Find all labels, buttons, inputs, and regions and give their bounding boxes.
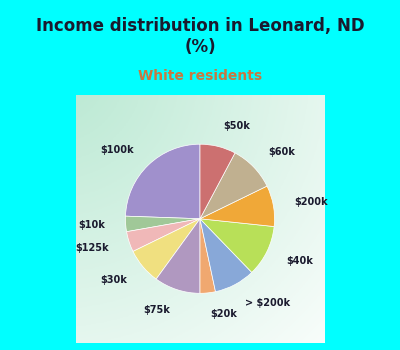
Text: Income distribution in Leonard, ND
(%): Income distribution in Leonard, ND (%) [36, 17, 364, 56]
Text: $125k: $125k [76, 243, 109, 253]
Text: $30k: $30k [100, 275, 127, 285]
Text: $200k: $200k [294, 197, 328, 207]
Wedge shape [200, 219, 216, 293]
Text: $50k: $50k [223, 121, 250, 131]
Wedge shape [200, 144, 235, 219]
Text: > $200k: > $200k [245, 298, 290, 308]
Text: $75k: $75k [144, 304, 170, 315]
Wedge shape [126, 216, 200, 232]
Wedge shape [200, 219, 274, 272]
Wedge shape [126, 219, 200, 251]
Text: $40k: $40k [286, 256, 313, 266]
Wedge shape [126, 144, 200, 219]
Wedge shape [200, 219, 252, 292]
Text: White residents: White residents [138, 69, 262, 83]
Text: $20k: $20k [210, 309, 237, 318]
Wedge shape [200, 186, 274, 226]
Wedge shape [200, 153, 267, 219]
Wedge shape [133, 219, 200, 279]
Wedge shape [156, 219, 200, 293]
Text: $10k: $10k [78, 220, 105, 230]
Text: $60k: $60k [269, 147, 296, 158]
Text: $100k: $100k [100, 145, 134, 155]
